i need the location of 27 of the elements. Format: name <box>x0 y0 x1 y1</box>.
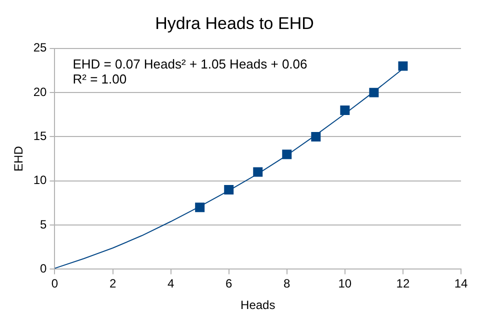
x-tick-label: 6 <box>226 276 233 291</box>
y-tick-label: 15 <box>33 129 48 144</box>
x-tick-label: 14 <box>454 276 468 291</box>
y-tick-label: 10 <box>33 173 48 188</box>
x-tick-label: 0 <box>51 276 58 291</box>
y-tick-label: 20 <box>33 84 48 99</box>
x-axis-title: Heads <box>240 298 276 312</box>
y-tick-label: 0 <box>40 262 48 276</box>
x-tick-label: 4 <box>167 276 174 291</box>
point <box>282 150 292 160</box>
point <box>224 184 234 194</box>
point <box>369 88 379 98</box>
y-tick-label: 5 <box>40 217 48 232</box>
point <box>311 132 321 142</box>
point <box>398 61 408 71</box>
annotation: EHD = 0.07 Heads² + 1.05 Heads + 0.06 <box>72 56 308 72</box>
y-tick-label: 25 <box>33 40 48 55</box>
point <box>195 202 205 212</box>
point <box>253 167 263 177</box>
point <box>340 105 350 115</box>
y-axis-title: EHD <box>12 146 26 172</box>
x-tick-label: 10 <box>338 276 352 291</box>
x-tick-label: 12 <box>396 276 410 291</box>
annotation: R² = 1.00 <box>72 71 127 86</box>
chart-title: Hydra Heads to EHD <box>155 14 314 33</box>
x-tick-label: 8 <box>284 276 291 291</box>
x-tick-label: 2 <box>109 276 116 291</box>
